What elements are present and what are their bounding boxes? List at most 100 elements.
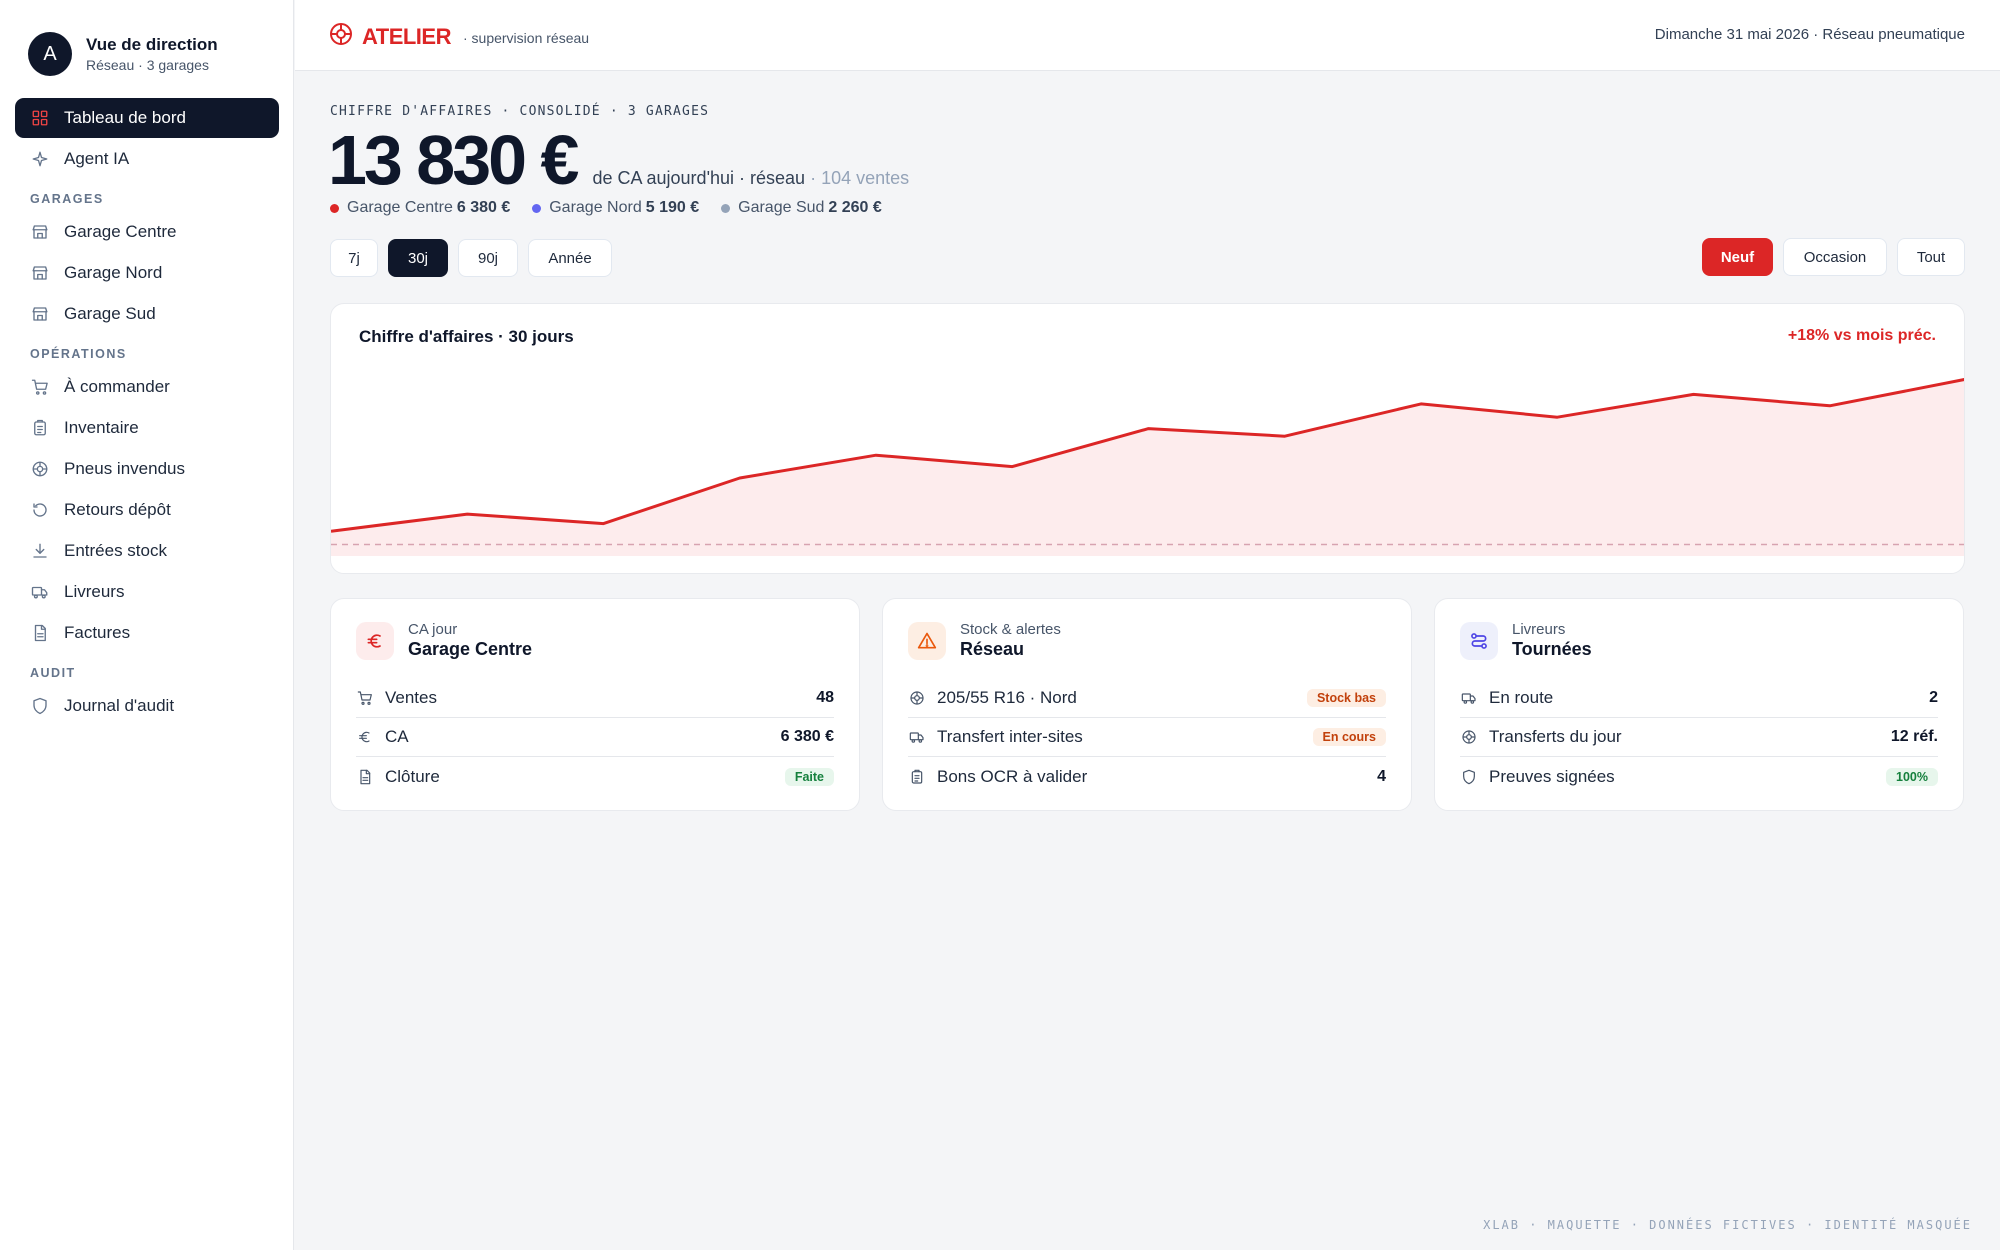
garage-legend-garage-centre: Garage Centre 6 380 € [330,199,510,217]
row-value: 6 380 € [780,728,834,745]
profile-subtitle: Réseau · 3 garages [86,57,209,73]
card-row-transferts-du-jour[interactable]: Transferts du jour 12 réf. [1460,718,1938,757]
tire-icon [908,689,926,707]
sidebar-item-retours-depot[interactable]: Retours dépôt [15,490,279,530]
document-icon [30,623,50,643]
card-title: Réseau [960,639,1025,659]
filter-neuf-button[interactable]: Neuf [1702,238,1773,276]
card-header: Stock & alertes Réseau [908,621,1061,660]
period-90j-button[interactable]: 90j [458,239,518,277]
sidebar-item-label: Inventaire [64,418,139,437]
truck-icon [30,582,50,602]
card-row-ventes[interactable]: Ventes 48 [356,679,834,718]
avatar: A [28,32,72,76]
period-annee-button[interactable]: Année [528,239,612,277]
top-header: ATELIER · supervision réseau Dimanche 31… [295,0,2000,71]
condition-filter: Neuf Occasion Tout [1692,238,1965,276]
card-rows: Ventes 48 CA 6 380 € Clôture Faite [356,679,834,796]
card-kicker: Livreurs [1512,621,1566,638]
row-label: Transfert inter-sites [937,727,1083,746]
document-icon [356,768,374,786]
sidebar-item-label: Garage Sud [64,304,156,323]
row-value: 12 réf. [1890,728,1938,745]
store-icon [30,222,50,242]
sidebar-item-label: Retours dépôt [64,500,171,519]
euro-icon [356,621,394,660]
profile[interactable]: A Vue de direction Réseau · 3 garages [28,32,218,76]
period-selector: 7j 30j 90j Année [330,239,622,277]
sidebar-item-label: Pneus invendus [64,459,185,478]
sidebar-item-livreurs[interactable]: Livreurs [15,572,279,612]
sidebar-section-garages: GARAGES [30,192,104,206]
sidebar-item-a-commander[interactable]: À commander [15,367,279,407]
card-rows: 205/55 R16 · Nord Stock bas Transfert inte… [908,679,1386,796]
row-value: 2 [1929,689,1938,706]
garage-revenue: 5 190 € [645,199,700,216]
legend-dot [330,203,339,213]
sidebar-item-tableau-de-bord[interactable]: Tableau de bord [15,98,279,138]
card-header: Livreurs Tournées [1460,621,1592,660]
sidebar-item-agent-ia[interactable]: Agent IA [15,139,279,179]
sidebar-item-garage-centre[interactable]: Garage Centre [15,212,279,252]
sidebar-item-label: Agent IA [64,149,130,168]
garage-legend-garage-sud: Garage Sud 2 260 € [721,199,882,217]
profile-title: Vue de direction [86,35,218,54]
return-icon [30,500,50,520]
card-row-bons-ocr-a-valider[interactable]: Bons OCR à valider 4 [908,757,1386,796]
sidebar-item-entrees-stock[interactable]: Entrées stock [15,531,279,571]
garage-legend-garage-nord: Garage Nord 5 190 € [532,199,699,217]
card-row-transfert-inter-sites[interactable]: Transfert inter-sites En cours [908,718,1386,757]
card-rows: En route 2 Transferts du jour 12 réf. Preuve… [1460,679,1938,796]
garage-revenue: 6 380 € [456,199,511,216]
sidebar-item-garage-sud[interactable]: Garage Sud [15,294,279,334]
card-row-205-55-r16-nord[interactable]: 205/55 R16 · Nord Stock bas [908,679,1386,718]
garage-breakdown: Garage Centre 6 380 € Garage Nord 5 190 € Ga… [330,199,904,217]
sidebar-item-inventaire[interactable]: Inventaire [15,408,279,448]
tire-icon [30,459,50,479]
card-row-en-route[interactable]: En route 2 [1460,679,1938,718]
period-30j-button[interactable]: 30j [388,239,448,277]
tire-icon [1460,728,1478,746]
sidebar-item-label: Livreurs [64,582,125,601]
grid-icon [30,108,50,128]
card-title: Garage Centre [408,639,533,659]
date-info: Dimanche 31 mai 2026 · Réseau pneumatiqu… [1654,26,1965,43]
row-label: Transferts du jour [1489,727,1622,746]
garage-name: Garage Centre [347,199,453,216]
card-row-preuves-signees[interactable]: Preuves signées 100% [1460,757,1938,796]
filter-occasion-button[interactable]: Occasion [1783,238,1887,276]
shield-icon [30,696,50,716]
revenue-description: de CA aujourd'hui · réseau · 104 ventes [592,168,909,189]
sales-count: · 104 ventes [810,168,910,188]
sidebar-item-label: À commander [64,377,170,396]
sidebar-item-label: Entrées stock [64,541,167,560]
sidebar-item-label: Garage Centre [64,222,177,241]
card-title: Tournées [1512,639,1592,659]
truck-icon [1460,689,1478,707]
period-7j-button[interactable]: 7j [330,239,378,277]
sparkle-icon [30,149,50,169]
row-value: 48 [816,689,834,706]
sidebar-item-garage-nord[interactable]: Garage Nord [15,253,279,293]
card-kicker: Stock & alertes [960,621,1061,638]
status-badge: En cours [1312,728,1386,746]
status-badge: Stock bas [1306,689,1386,707]
card-row-cloture[interactable]: Clôture Faite [356,757,834,796]
sidebar-item-journal-d-audit[interactable]: Journal d'audit [15,686,279,726]
legend-dot [721,203,731,213]
store-icon [30,263,50,283]
filter-tout-button[interactable]: Tout [1897,238,1965,276]
store-icon [30,304,50,324]
status-badge: Faite [784,767,834,786]
truck-icon [908,728,926,746]
sidebar-item-factures[interactable]: Factures [15,613,279,653]
clipboard-icon [30,418,50,438]
card-stock-alertes: Stock & alertes Réseau 205/55 R16 · Nord St… [882,598,1412,811]
card-row-ca[interactable]: CA 6 380 € [356,718,834,757]
brand[interactable]: ATELIER · supervision réseau [329,22,589,51]
sidebar-item-pneus-invendus[interactable]: Pneus invendus [15,449,279,489]
row-label: Preuves signées [1489,766,1615,786]
row-label: Clôture [385,766,440,786]
chart-delta: +18% vs mois préc. [1787,327,1936,344]
garage-revenue: 2 260 € [828,199,882,216]
